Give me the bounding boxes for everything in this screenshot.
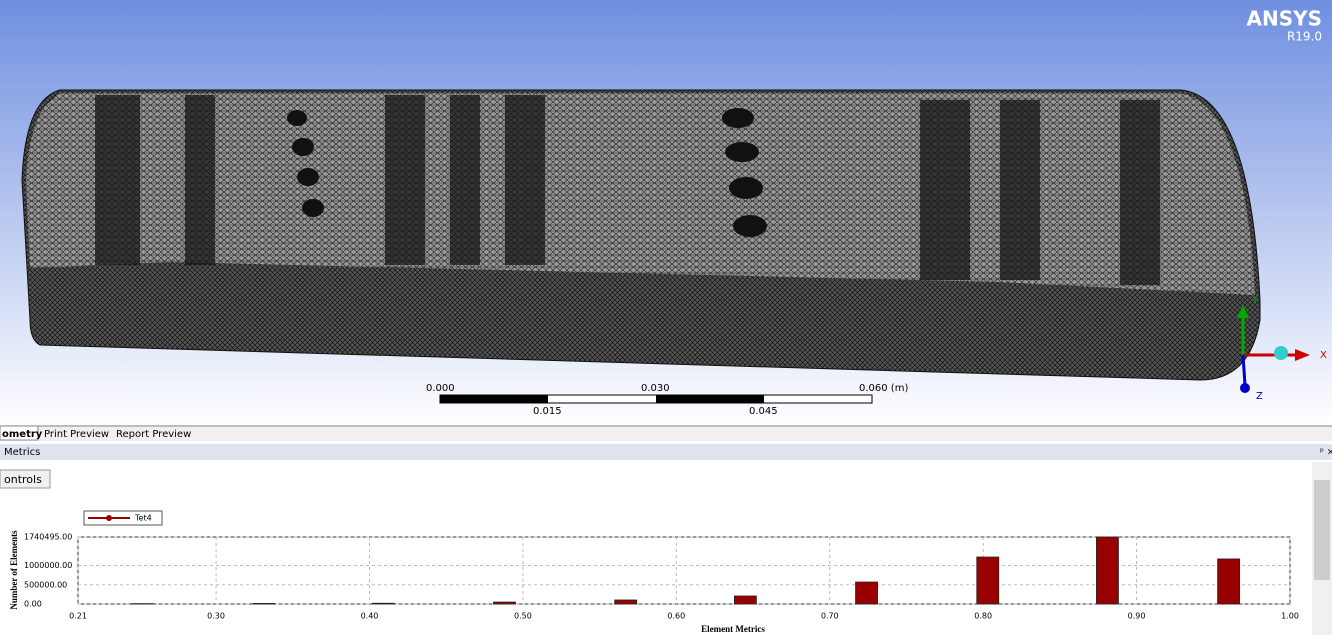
panel-title: Metrics [4, 447, 40, 458]
panel-header [0, 444, 1332, 460]
legend-marker [106, 515, 112, 521]
bar [372, 603, 394, 604]
version: R19.0 [1287, 30, 1322, 44]
scale-bar [440, 395, 872, 403]
x-tick-label: 0.40 [361, 612, 379, 621]
bar [977, 557, 999, 604]
bar [494, 602, 516, 604]
x-tick-label: 0.90 [1128, 612, 1146, 621]
app-window: ANSYS R19.0 0.000 0.030 0.060 (m) 0.015 … [0, 0, 1332, 635]
bar [253, 603, 275, 604]
scale-label: 0.060 (m) [859, 383, 908, 394]
axis-label: Y [1251, 295, 1259, 306]
x-tick-label: 0.30 [207, 612, 225, 621]
page: ANSYS R19.0 0.000 0.030 0.060 (m) 0.015 … [0, 0, 1332, 635]
x-tick-label: 0.21 [69, 612, 87, 621]
scale-label: 0.045 [749, 406, 778, 417]
bar [856, 582, 878, 604]
panel-pin[interactable]: ᵖ × [1320, 448, 1332, 458]
scale-label: 0.015 [533, 406, 562, 417]
tab-bar [0, 425, 1332, 441]
y-axis-label: Number of Elements [9, 530, 19, 610]
bar [1218, 559, 1240, 604]
y-tick-label: 500000.00 [24, 580, 67, 589]
legend-label: Tet4 [134, 514, 152, 523]
x-tick-label: 0.60 [667, 612, 685, 621]
tab-label[interactable]: Print Preview [44, 429, 109, 440]
x-tick-label: 0.80 [974, 612, 992, 621]
scale-label: 0.000 [426, 383, 455, 394]
bar [1096, 537, 1118, 604]
bar [615, 600, 637, 604]
button-label[interactable]: ontrols [4, 473, 42, 486]
scrollbar-thumb[interactable] [1314, 480, 1330, 580]
tab-label[interactable]: Report Preview [116, 429, 191, 440]
x-axis-label: Element Metrics [701, 624, 765, 634]
tab-label[interactable]: ometry [2, 429, 43, 440]
bar [734, 596, 756, 604]
y-tick-label: 1740495.00 [24, 533, 72, 542]
x-tick-label: 0.70 [821, 612, 839, 621]
x-tick-label: 0.50 [514, 612, 532, 621]
logo: ANSYS [1246, 7, 1322, 31]
axis-label: X [1320, 350, 1327, 361]
axis-label: Z [1256, 391, 1263, 402]
y-tick-label: 1000000.00 [24, 561, 72, 570]
scale-label: 0.030 [641, 383, 670, 394]
y-tick-label: 0.00 [24, 600, 42, 609]
x-tick-label: 1.00 [1281, 612, 1299, 621]
